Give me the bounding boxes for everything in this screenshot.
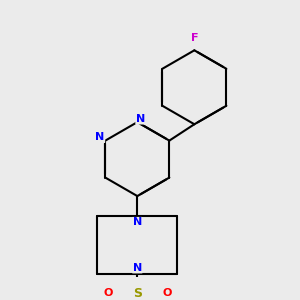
Text: N: N: [133, 218, 142, 227]
Text: N: N: [136, 114, 145, 124]
Text: N: N: [95, 132, 105, 142]
Text: S: S: [133, 287, 142, 300]
Text: O: O: [103, 288, 112, 298]
Text: F: F: [190, 33, 198, 43]
Text: N: N: [133, 263, 142, 273]
Text: O: O: [162, 288, 172, 298]
